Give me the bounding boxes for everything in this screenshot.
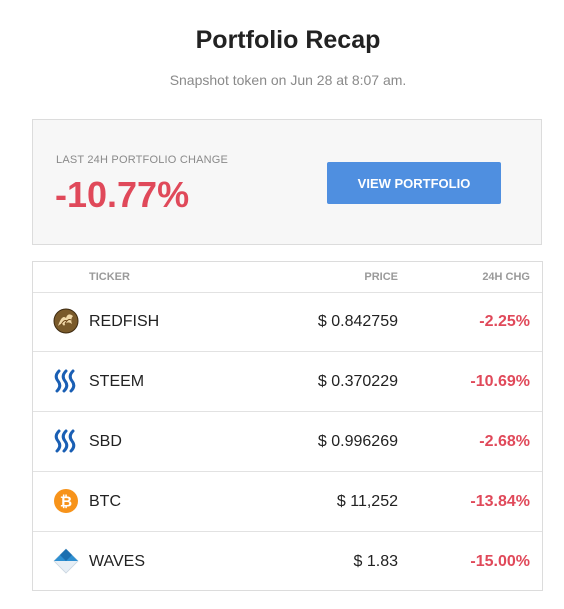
- holdings-table: TICKER PRICE 24H CHG REDFISH $ 0.842759 …: [32, 261, 543, 591]
- table-row: STEEM $ 0.370229 -10.69%: [33, 352, 542, 412]
- ticker-price: $ 0.996269: [317, 433, 398, 450]
- column-header-price: PRICE: [364, 271, 398, 283]
- table-row: ₿ BTC $ 11,252 -13.84%: [33, 472, 542, 532]
- sbd-icon: [53, 428, 79, 454]
- ticker-name: WAVES: [89, 553, 146, 570]
- ticker-change: -15.00%: [470, 553, 530, 570]
- portfolio-summary-card: LAST 24H PORTFOLIO CHANGE -10.77% VIEW P…: [32, 119, 542, 245]
- ticker-price: $ 0.370229: [317, 373, 398, 390]
- ticker-change: -13.84%: [470, 493, 530, 510]
- portfolio-change-label: LAST 24H PORTFOLIO CHANGE: [56, 154, 229, 166]
- ticker-price: $ 0.842759: [317, 313, 398, 330]
- table-header: TICKER PRICE 24H CHG: [33, 262, 542, 293]
- ticker-change: -10.69%: [470, 373, 530, 390]
- ticker-name: STEEM: [89, 373, 145, 390]
- steem-icon: [53, 368, 79, 394]
- ticker-name: REDFISH: [89, 313, 160, 330]
- table-row: SBD $ 0.996269 -2.68%: [33, 412, 542, 472]
- ticker-price: $ 11,252: [336, 493, 398, 510]
- ticker-change: -2.25%: [479, 313, 530, 330]
- snapshot-subtitle: Snapshot token on Jun 28 at 8:07 am.: [169, 72, 407, 88]
- column-header-change: 24H CHG: [482, 271, 530, 283]
- table-row: WAVES $ 1.83 -15.00%: [33, 532, 542, 592]
- waves-icon: [53, 548, 79, 574]
- page-title: Portfolio Recap: [195, 26, 381, 54]
- btc-icon: ₿: [53, 488, 79, 514]
- column-header-ticker: TICKER: [89, 271, 130, 283]
- svg-text:₿: ₿: [60, 493, 72, 511]
- ticker-change: -2.68%: [479, 433, 530, 450]
- ticker-price: $ 1.83: [353, 553, 398, 570]
- ticker-name: BTC: [89, 493, 121, 510]
- portfolio-change-value: -10.77%: [55, 174, 190, 215]
- redfish-icon: [53, 308, 79, 334]
- table-row: REDFISH $ 0.842759 -2.25%: [33, 292, 542, 352]
- view-portfolio-button[interactable]: VIEW PORTFOLIO: [327, 162, 501, 204]
- ticker-name: SBD: [89, 433, 122, 450]
